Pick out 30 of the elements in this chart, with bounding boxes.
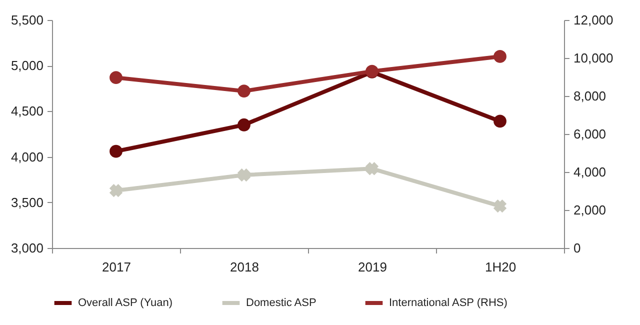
legend-label: International ASP (RHS) <box>389 297 508 309</box>
point <box>494 200 506 212</box>
y2-tick-label: 6,000 <box>574 126 606 142</box>
y-tick-label: 5,500 <box>10 12 44 28</box>
y-tick-label: 5,000 <box>10 58 44 74</box>
point <box>110 71 122 84</box>
point <box>238 118 250 132</box>
y-tick-label: 4,000 <box>10 149 44 164</box>
legend-label: Domestic ASP <box>246 297 316 309</box>
y-tick-label: 3,000 <box>10 240 44 256</box>
y2-tick-label: 4,000 <box>574 164 606 180</box>
point <box>238 84 250 98</box>
y2-tick-label: 8,000 <box>574 88 606 104</box>
x-tick-label: 2019 <box>358 260 387 274</box>
point <box>494 114 506 128</box>
y-tick-label: 3,500 <box>10 194 44 210</box>
y2-tick-label: 12,000 <box>574 12 614 28</box>
x-tick-label: 2018 <box>230 260 259 274</box>
point <box>110 184 122 197</box>
y2-tick-label: 0 <box>574 240 581 256</box>
x-tick-label: 2017 <box>102 260 131 274</box>
y2-tick-label: 10,000 <box>574 50 614 66</box>
point <box>110 144 122 158</box>
point <box>494 50 506 63</box>
point <box>238 168 250 182</box>
y-tick-label: 4,500 <box>10 104 44 119</box>
x-tick-label: 1H20 <box>484 260 516 274</box>
point <box>366 162 378 175</box>
y2-tick-label: 2,000 <box>574 202 606 218</box>
legend-label: Overall ASP (Yuan) <box>78 297 173 309</box>
